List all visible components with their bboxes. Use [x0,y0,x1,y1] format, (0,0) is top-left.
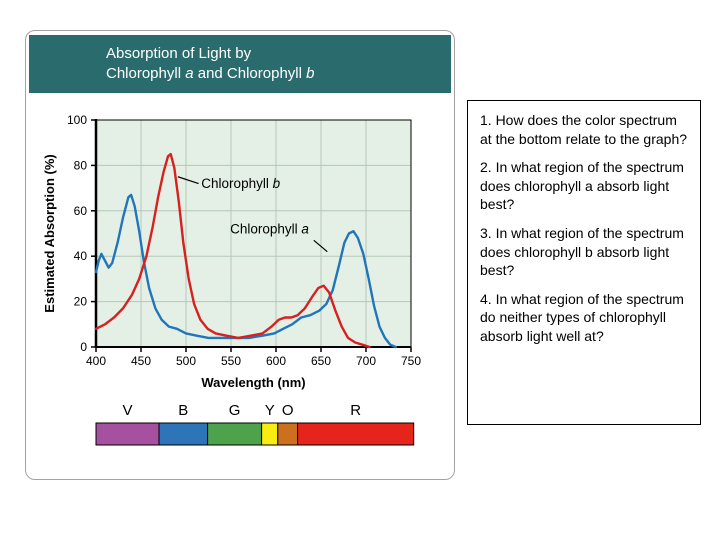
x-axis-label: Wavelength (nm) [201,375,305,390]
spectrum-label-G: G [229,402,241,419]
x-tick-label: 550 [221,354,241,368]
spectrum-segment-V [95,422,160,446]
spectrum-segment-Y [261,422,279,446]
figure-panel: Absorption of Light by Chlorophyll a and… [25,30,455,480]
spectrum-segment-R [297,422,415,446]
figure-title-bar: Absorption of Light by Chlorophyll a and… [29,35,451,93]
curve-label: Chlorophyll b [201,176,280,191]
curve-chlorophyll-b [94,152,371,349]
question-4: 4. In what region of the spectrum do nei… [480,290,684,345]
spectrum-segment-O [277,422,299,446]
spectrum-label-O: O [282,402,294,419]
plot-area [96,120,411,347]
absorption-chart: 400 450 500 550 600 650 700 750 0 20 40 60 80 100 Wave… [42,113,421,446]
x-tick-label: 650 [311,354,331,368]
x-tick-label: 700 [356,354,376,368]
x-tick-label: 400 [86,354,106,368]
x-tick-label: 600 [266,354,286,368]
spectrum-label-R: R [350,402,361,419]
y-tick-label: 20 [74,295,88,309]
figure-title: Absorption of Light by Chlorophyll a and… [29,44,314,85]
x-tick-label: 500 [176,354,196,368]
leader-line [177,176,199,185]
y-tick-label: 60 [74,204,88,218]
spectrum-label-Y: Y [265,402,275,419]
spectrum-segment-G [207,422,263,446]
questions-panel: 1. How does the color spectrum at the bo… [467,100,701,425]
spectrum-label-V: V [122,402,132,419]
question-3: 3. In what region of the spectrum does c… [480,225,684,279]
question-2: 2. In what region of the spectrum does c… [480,159,684,213]
question-1: 1. How does the color spectrum at the bo… [480,112,688,147]
curve-label: Chlorophyll a [230,222,309,237]
spectrum-segment-B [158,422,209,446]
y-tick-label: 100 [67,113,87,127]
y-tick-label: 40 [74,249,88,263]
title-line-2: Chlorophyll a and Chlorophyll b [106,65,315,82]
title-line-1: Absorption of Light by [106,44,252,62]
x-tick-label: 450 [131,354,151,368]
y-tick-label: 0 [80,340,87,354]
spectrum-label-B: B [178,402,188,419]
y-axis-label: Estimated Absorption (%) [42,154,57,312]
leader-line [313,239,328,253]
y-tick-label: 80 [74,158,88,172]
x-tick-label: 750 [401,354,421,368]
